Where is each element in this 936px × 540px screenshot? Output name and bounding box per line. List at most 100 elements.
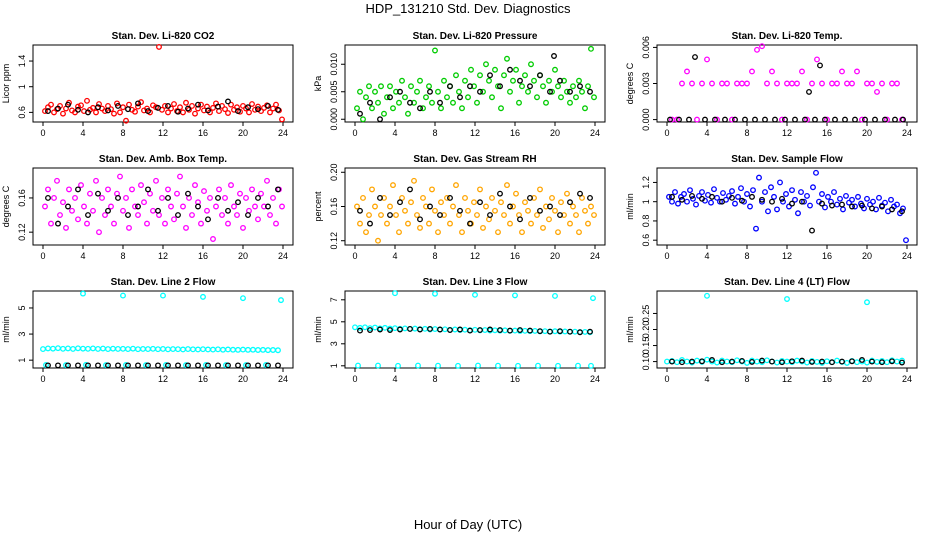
data-point xyxy=(582,207,588,214)
data-point xyxy=(417,326,423,333)
data-point xyxy=(175,108,181,115)
data-point xyxy=(819,200,825,207)
x-tick-label: 4 xyxy=(80,374,85,384)
y-axis-label: degrees C xyxy=(625,62,635,104)
data-point xyxy=(510,203,516,210)
data-point xyxy=(879,80,885,87)
panel-frame xyxy=(32,167,294,246)
data-point xyxy=(235,346,241,353)
series-2 xyxy=(357,186,593,227)
data-point xyxy=(207,194,213,201)
data-point xyxy=(567,88,573,95)
data-point xyxy=(55,105,61,112)
data-point xyxy=(486,77,492,84)
data-point xyxy=(130,345,136,352)
data-point xyxy=(115,194,121,201)
data-point xyxy=(48,101,54,108)
data-point xyxy=(549,194,555,201)
data-point xyxy=(699,195,705,202)
data-point xyxy=(804,116,810,123)
data-point xyxy=(844,359,850,366)
data-point xyxy=(63,224,69,231)
data-point xyxy=(669,198,675,205)
x-tick-label: 20 xyxy=(862,374,872,384)
data-point xyxy=(512,292,518,299)
data-point xyxy=(558,94,564,101)
data-point xyxy=(772,116,778,123)
x-tick-label: 16 xyxy=(822,374,832,384)
y-axis-label: Licor ppm xyxy=(1,64,11,104)
data-point xyxy=(205,362,211,369)
x-tick-label: 4 xyxy=(704,374,709,384)
y-axis-label: kPa xyxy=(313,76,323,92)
data-point xyxy=(420,105,426,112)
panel-3: Stan. Dev. Li-820 Temp. degrees C 0 4 8 12 16 2… xyxy=(625,31,918,138)
data-point xyxy=(864,299,870,306)
data-point xyxy=(480,88,486,95)
data-point xyxy=(252,203,258,210)
x-tick-label: 8 xyxy=(120,128,125,138)
data-point xyxy=(899,357,905,364)
data-point xyxy=(75,362,81,369)
data-point xyxy=(489,194,495,201)
data-point xyxy=(417,105,423,112)
data-point xyxy=(117,173,123,180)
data-point xyxy=(501,72,507,79)
panel-title: Stan. Dev. Li-820 CO2 xyxy=(112,31,215,42)
series-1 xyxy=(40,290,284,369)
data-point xyxy=(690,195,696,202)
data-point xyxy=(537,207,543,214)
x-tick-label: 20 xyxy=(238,251,248,261)
x-tick-label: 24 xyxy=(902,128,912,138)
data-point xyxy=(849,196,855,203)
y-tick-label: 0.6 xyxy=(641,234,651,247)
data-point xyxy=(447,220,453,227)
data-point xyxy=(165,346,171,353)
data-point xyxy=(228,101,234,108)
data-point xyxy=(854,68,860,75)
data-point xyxy=(355,362,361,369)
data-point xyxy=(546,77,552,84)
data-point xyxy=(527,194,533,201)
data-point xyxy=(441,77,447,84)
data-point xyxy=(679,357,685,363)
data-point xyxy=(192,110,198,117)
data-point xyxy=(789,200,795,207)
data-point xyxy=(123,194,129,201)
data-point xyxy=(825,193,831,200)
data-point xyxy=(126,224,132,231)
x-tick-label: 24 xyxy=(278,128,288,138)
data-point xyxy=(477,186,483,193)
data-point xyxy=(397,88,403,95)
panel-6: Stan. Dev. Sample Flow ml/min 0 4 8 12 16 20 24 0… xyxy=(625,154,918,261)
data-point xyxy=(84,97,90,104)
data-point xyxy=(145,346,151,353)
data-point xyxy=(802,116,808,123)
data-point xyxy=(255,216,261,223)
panel-title: Stan. Dev. Gas Stream RH xyxy=(413,154,536,165)
data-point xyxy=(367,99,373,106)
data-point xyxy=(854,359,860,366)
data-point xyxy=(522,72,528,79)
data-point xyxy=(204,207,210,214)
data-point xyxy=(884,116,890,123)
data-point xyxy=(265,103,271,109)
panel-title: Stan. Dev. Line 3 Flow xyxy=(423,277,528,288)
x-tick-label: 24 xyxy=(590,128,600,138)
data-point xyxy=(869,205,875,212)
data-point xyxy=(704,56,710,63)
data-point xyxy=(749,358,755,365)
series-2 xyxy=(669,357,905,366)
x-tick-label: 8 xyxy=(432,251,437,261)
data-point xyxy=(557,328,563,335)
y-tick-label: 0.8 xyxy=(641,215,651,228)
data-point xyxy=(567,199,573,206)
data-point xyxy=(879,203,885,210)
data-point xyxy=(834,201,840,208)
data-point xyxy=(120,292,126,299)
data-point xyxy=(472,291,478,298)
data-point xyxy=(210,236,216,242)
data-point xyxy=(65,345,71,352)
data-point xyxy=(387,94,393,101)
data-point xyxy=(747,203,753,210)
